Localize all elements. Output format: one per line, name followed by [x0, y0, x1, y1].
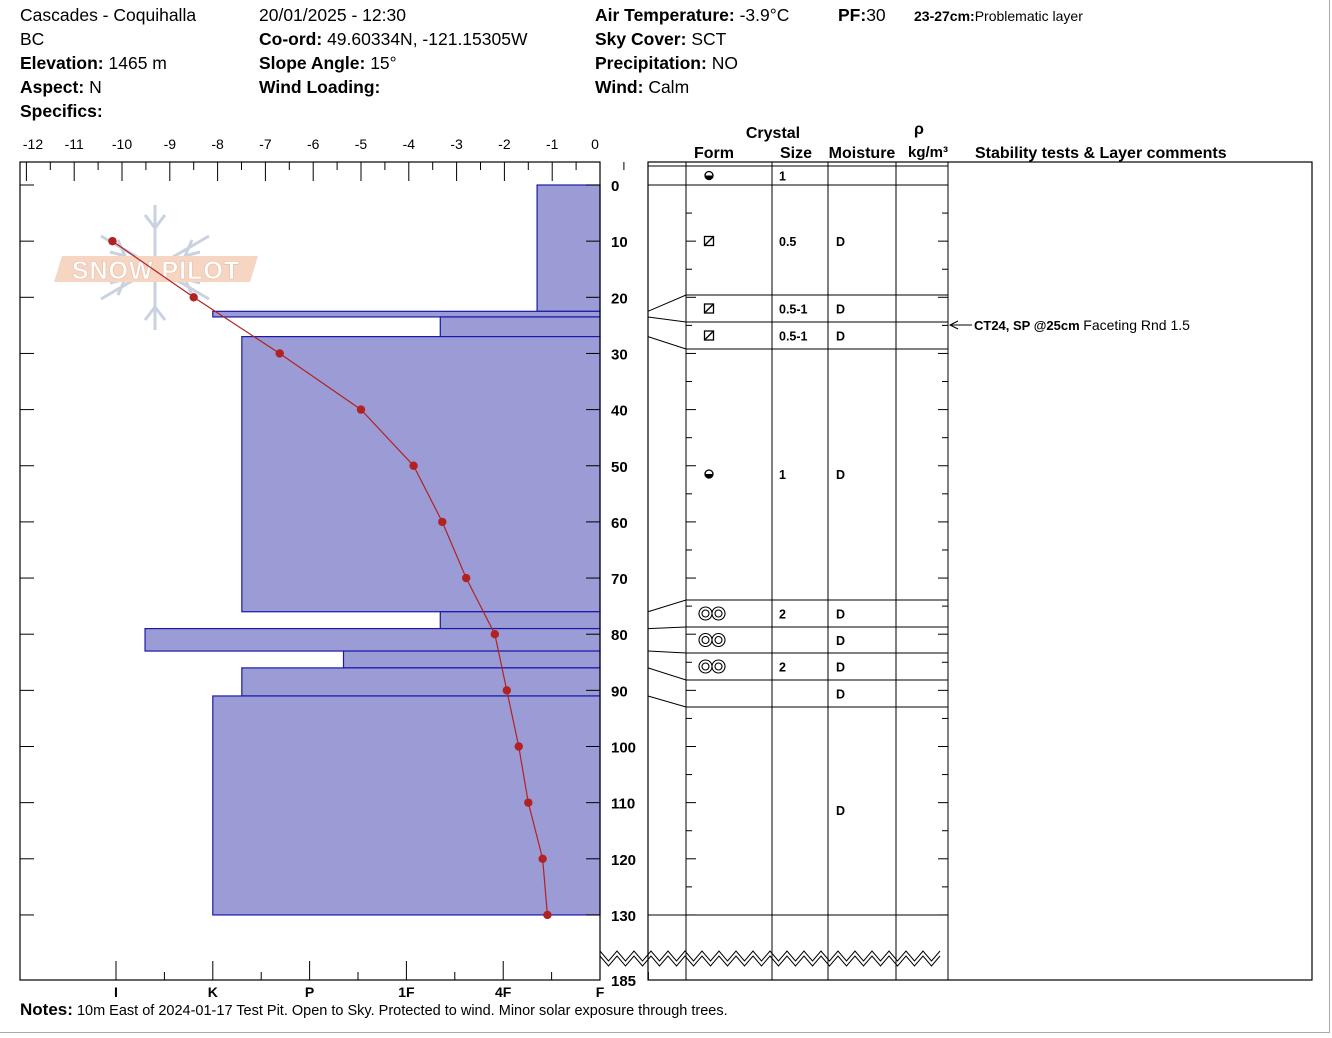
elevation: Elevation: 1465 m — [20, 53, 167, 73]
wind-loading: Wind Loading: — [259, 77, 381, 97]
problematic-layer: 23-27cm:Problematic layer — [914, 8, 1083, 24]
region: BC — [20, 29, 45, 49]
datetime: 20/01/2025 - 12:30 — [259, 5, 406, 25]
notes: Notes: 10m East of 2024-01-17 Test Pit. … — [20, 1000, 728, 1019]
aspect: Aspect: N — [20, 77, 102, 97]
coordinates: Co-ord: 49.60334N, -121.15305W — [259, 29, 528, 49]
specifics: Specifics: — [20, 101, 103, 121]
sky-cover: Sky Cover: SCT — [595, 29, 727, 49]
precipitation: Precipitation: NO — [595, 53, 738, 73]
air-temperature: Air Temperature: -3.9°C — [595, 5, 790, 25]
penetration-foot: PF:30 — [838, 5, 886, 25]
slope-angle: Slope Angle: 15° — [259, 53, 397, 73]
wind: Wind: Calm — [595, 77, 690, 97]
location: Cascades - Coquihalla — [20, 5, 197, 25]
